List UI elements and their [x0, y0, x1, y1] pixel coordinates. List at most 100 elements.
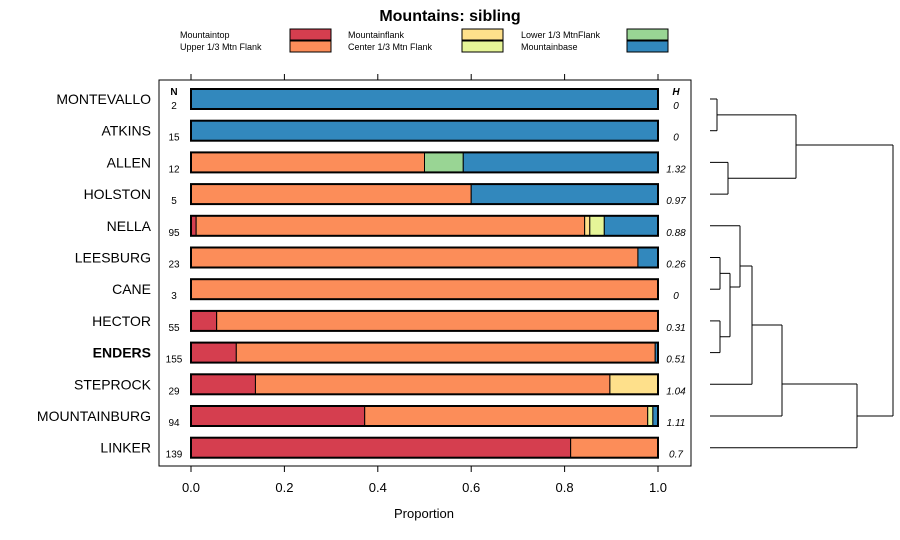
bar-segment: [647, 405, 654, 427]
row-h-value: 1.04: [666, 386, 686, 397]
bar-segment: [609, 373, 659, 395]
bar-segment: [190, 88, 659, 110]
x-tick-label: 0.6: [462, 480, 480, 495]
bar-outline: [190, 278, 659, 301]
row-n-value: 95: [168, 228, 180, 239]
row-n-value: 15: [168, 133, 180, 144]
row-h-value: 0.26: [666, 260, 686, 271]
bar-segment: [190, 120, 659, 142]
bar-segment: [364, 405, 649, 427]
bar-outline: [190, 214, 659, 237]
bar-segment: [190, 437, 572, 459]
legend-swatch: [626, 28, 669, 41]
x-tick-label: 0.0: [182, 480, 200, 495]
bar-segment: [190, 151, 425, 173]
row-label: ALLEN: [107, 154, 151, 170]
bar-segment: [216, 310, 659, 332]
row-label: HOLSTON: [84, 186, 151, 202]
row-label: MOUNTAINBURG: [37, 408, 151, 424]
x-axis-label: Proportion: [394, 506, 454, 521]
legend-label: Mountainflank: [348, 30, 405, 40]
row-h-value: 0.7: [669, 450, 683, 461]
bar-outline: [190, 436, 659, 459]
row-label: ENDERS: [93, 345, 151, 361]
row-h-value: 0: [673, 291, 679, 302]
row-n-value: 94: [168, 418, 180, 429]
row-label: HECTOR: [92, 313, 151, 329]
legend-label: Lower 1/3 MtnFlank: [521, 30, 601, 40]
row-n-value: 139: [166, 450, 183, 461]
row-n-value: 12: [168, 164, 180, 175]
bar-segment: [637, 247, 659, 268]
bar-segment: [470, 183, 659, 205]
row-label: CANE: [112, 281, 151, 297]
legend-swatch: [461, 40, 504, 53]
bar-segment: [424, 151, 464, 173]
row-h-value: 0.97: [666, 196, 686, 207]
row-label: STEPROCK: [74, 376, 152, 392]
legend: Mountaintop Upper 1/3 Mtn Flank Mountainfl…: [180, 28, 669, 53]
legend-label: Mountaintop: [180, 30, 230, 40]
bar-segment: [603, 215, 659, 237]
bar-outline: [190, 309, 659, 332]
bar-outline: [190, 119, 659, 142]
row-label: LEESBURG: [75, 250, 151, 266]
row-h-value: 0: [673, 133, 679, 144]
x-tick-label: 0.4: [369, 480, 387, 495]
legend-label: Upper 1/3 Mtn Flank: [180, 42, 262, 52]
n-column-header: N: [170, 87, 177, 98]
row-n-value: 23: [168, 260, 180, 271]
row-n-value: 2: [171, 101, 177, 112]
legend-swatch: [289, 40, 332, 53]
row-h-value: 0.31: [666, 323, 685, 334]
row-label: NELLA: [107, 218, 152, 234]
bar-segment: [589, 215, 605, 237]
dendrogram: [710, 98, 894, 449]
bar-segment: [190, 247, 639, 268]
chart-title: Mountains: sibling: [379, 8, 520, 25]
row-n-value: 155: [166, 355, 183, 366]
bar-outline: [190, 341, 659, 364]
row-h-value: 1.32: [666, 164, 686, 175]
bar-segment: [584, 215, 591, 237]
row-h-value: 0.51: [666, 355, 685, 366]
legend-label: Center 1/3 Mtn Flank: [348, 42, 433, 52]
legend-swatch: [626, 40, 669, 53]
x-axis: 0.0 0.2 0.4 0.6 0.8 1.0: [182, 74, 667, 495]
row-label: LINKER: [100, 440, 151, 456]
row-n-value: 29: [168, 386, 180, 397]
bar-outline: [190, 151, 659, 174]
bar-outline: [190, 373, 659, 396]
bar-segment: [462, 151, 659, 173]
legend-label: Mountainbase: [521, 42, 578, 52]
h-column-header: H: [672, 87, 680, 98]
bar-segment: [190, 183, 472, 205]
bar-outline: [190, 88, 659, 110]
row-h-value: 0: [673, 101, 679, 112]
bar-segment: [190, 342, 237, 364]
bar-segment: [235, 342, 656, 364]
row-h-value: 1.11: [667, 418, 686, 429]
row-n-value: 3: [171, 291, 177, 302]
bar-segment: [190, 405, 366, 427]
legend-swatch: [289, 28, 332, 41]
x-tick-label: 0.8: [556, 480, 574, 495]
bar-segment: [570, 437, 659, 459]
bar-segment: [190, 310, 218, 332]
x-tick-label: 0.2: [275, 480, 293, 495]
bar-outline: [190, 183, 659, 206]
bar-segment: [195, 215, 586, 237]
bar-segment: [254, 373, 611, 395]
bar-outline: [190, 246, 659, 269]
row-label: ATKINS: [101, 123, 151, 139]
row-h-value: 0.88: [666, 228, 686, 239]
bar-rows: MONTEVALLO 2 0 ATKINS 15 0 ALLEN 12 1.32 HOLSTON 5…: [37, 88, 686, 461]
bar-segment: [190, 373, 256, 395]
plot-frame: [158, 79, 692, 467]
row-n-value: 5: [171, 196, 177, 207]
bar-outline: [190, 405, 659, 427]
row-label: MONTEVALLO: [56, 91, 151, 107]
x-tick-label: 1.0: [649, 480, 667, 495]
legend-swatch: [461, 28, 504, 41]
